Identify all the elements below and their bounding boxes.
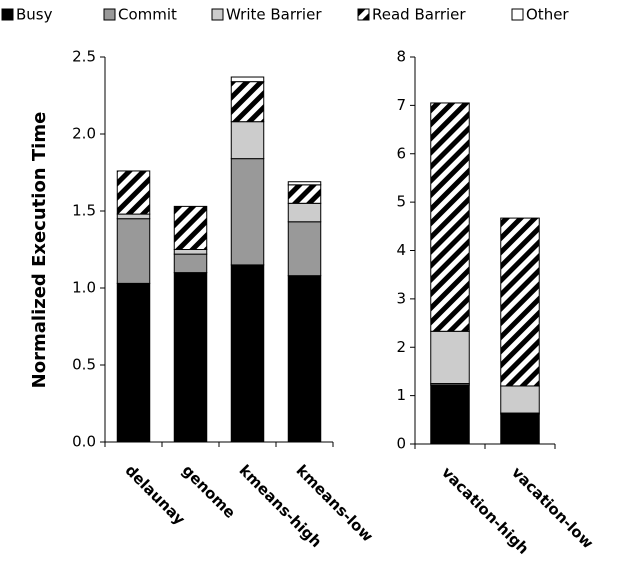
bar-segment (116, 282, 151, 443)
bar-segment (500, 413, 540, 445)
bar-segment (173, 272, 208, 443)
legend-swatch (357, 8, 370, 21)
legend-label: Commit (118, 6, 177, 24)
bar-segment (500, 385, 540, 414)
bar-segment (116, 170, 151, 215)
legend-label: Other (526, 6, 569, 24)
y-tick-label: 2 (396, 338, 406, 356)
bar-segment (430, 102, 470, 332)
y-tick-label: 8 (396, 48, 406, 66)
legend-label: Write Barrier (226, 6, 322, 24)
legend-swatch (511, 8, 524, 21)
legend-swatch (1, 8, 14, 21)
bar-segment (430, 330, 470, 385)
bar-segment (173, 205, 208, 251)
y-tick-label: 2.0 (72, 125, 96, 143)
y-tick-label: 0.5 (72, 356, 96, 374)
legend-label: Read Barrier (372, 6, 466, 24)
bar-segment (287, 275, 322, 443)
y-tick-label: 0.0 (72, 433, 96, 451)
y-tick-label: 6 (396, 144, 406, 162)
y-tick-label: 1.0 (72, 279, 96, 297)
bar-segment (116, 218, 151, 284)
y-tick-label: 4 (396, 241, 406, 259)
bar-segment (173, 253, 208, 274)
bar-segment (287, 221, 322, 277)
bar-segment (430, 384, 470, 445)
y-tick-label: 3 (396, 289, 406, 307)
bar-segment (287, 184, 322, 204)
bar-segment (116, 213, 151, 220)
bar-segment (230, 264, 265, 443)
bar-segment (500, 217, 540, 387)
y-axis-title: Normalized Execution Time (29, 112, 50, 389)
bar-segment (287, 202, 322, 223)
x-tick-label: delaunay (121, 461, 188, 528)
bar-segment (230, 81, 265, 123)
y-tick-label: 1.5 (72, 202, 96, 220)
bar-segment (230, 121, 265, 160)
bar-segment (287, 181, 322, 186)
legend-label: Busy (16, 6, 53, 24)
y-tick-label: 2.5 (72, 48, 96, 66)
y-tick-label: 0 (396, 435, 406, 453)
bar-segment (230, 76, 265, 83)
bar-segment (230, 158, 265, 266)
x-tick-label: genome (178, 461, 239, 522)
bar-segment (173, 249, 208, 255)
legend-swatch (103, 8, 116, 21)
y-tick-label: 1 (396, 386, 406, 404)
y-tick-label: 7 (396, 96, 406, 114)
y-tick-label: 5 (396, 193, 406, 211)
legend-swatch (211, 8, 224, 21)
